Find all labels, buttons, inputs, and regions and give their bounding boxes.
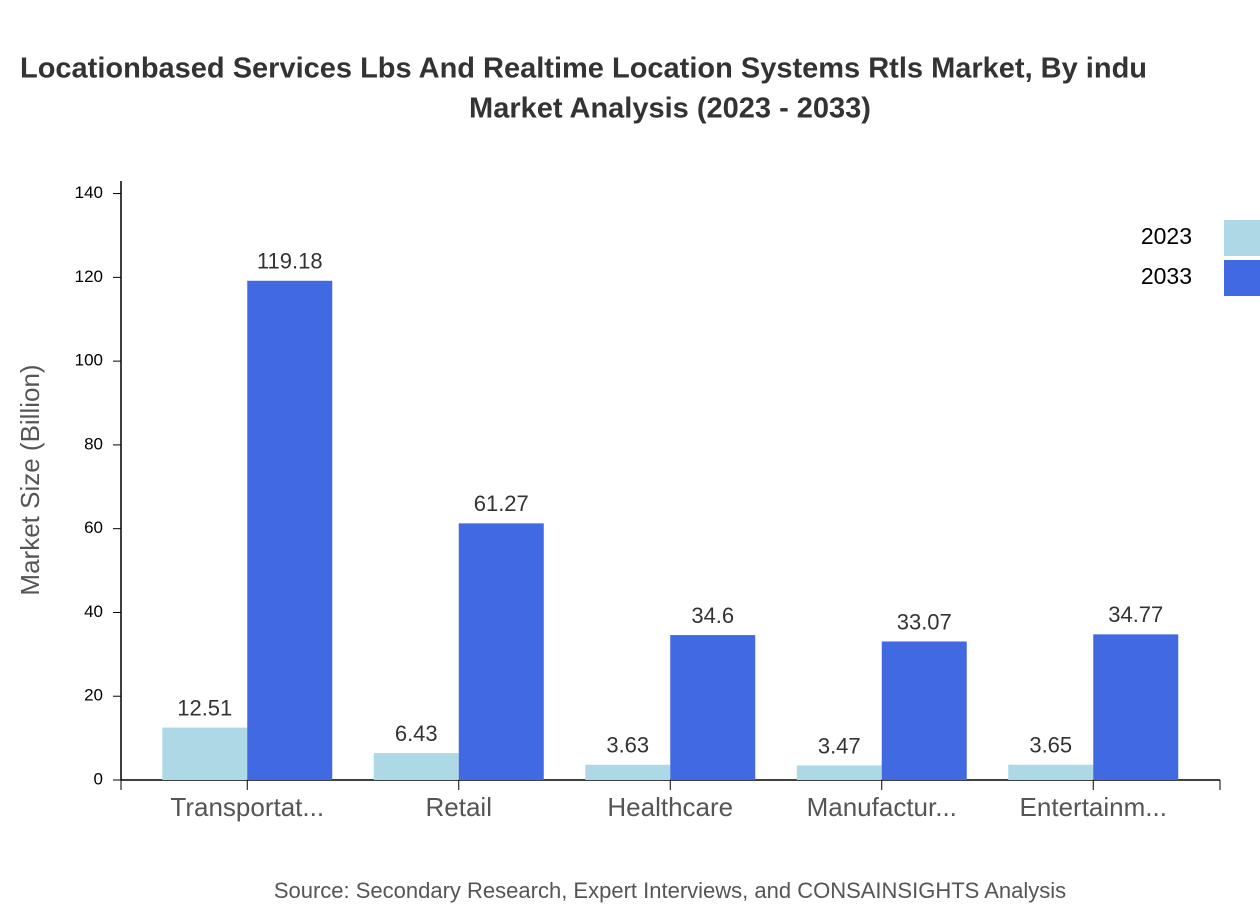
y-tick-label: 80: [84, 434, 103, 453]
y-tick-label: 140: [75, 183, 103, 202]
value-label: 34.6: [691, 603, 734, 628]
y-tick-label: 0: [94, 769, 103, 788]
legend-swatch: [1224, 220, 1260, 256]
y-tick-label: 100: [75, 351, 103, 370]
bar: [881, 641, 967, 780]
source-note: Source: Secondary Research, Expert Inter…: [274, 878, 1066, 903]
legend-label: 2023: [1141, 223, 1192, 249]
bar: [1093, 634, 1179, 780]
bar: [585, 764, 671, 780]
chart-title: Locationbased Services Lbs And Realtime …: [20, 53, 1147, 85]
chart-title: Market Analysis (2023 - 2033): [469, 93, 871, 125]
legend-label: 2033: [1141, 263, 1192, 289]
value-label: 119.18: [257, 249, 323, 274]
bar: [1008, 764, 1094, 780]
y-tick-label: 40: [84, 602, 103, 621]
value-label: 33.07: [897, 609, 952, 634]
bar: [373, 753, 459, 780]
y-tick-label: 120: [75, 267, 103, 286]
x-tick-label: Manufactur...: [807, 792, 957, 822]
y-tick-label: 60: [84, 518, 103, 537]
value-label: 34.77: [1108, 602, 1163, 627]
bar: [670, 635, 756, 780]
legend-swatch: [1224, 260, 1260, 296]
value-label: 6.43: [395, 721, 438, 746]
y-tick-label: 20: [84, 686, 103, 705]
y-axis-label: Market Size (Billion): [15, 364, 45, 595]
value-label: 3.63: [606, 733, 649, 758]
x-tick-label: Transportat...: [170, 792, 324, 822]
bar: [458, 523, 544, 780]
value-label: 12.51: [177, 695, 232, 720]
bar: [162, 727, 248, 780]
x-tick-label: Entertainm...: [1020, 792, 1167, 822]
value-label: 3.47: [818, 733, 861, 758]
bar: [796, 765, 882, 780]
x-tick-label: Retail: [426, 792, 492, 822]
value-label: 61.27: [474, 491, 529, 516]
bar: [247, 280, 333, 780]
value-label: 3.65: [1029, 733, 1072, 758]
x-tick-label: Healthcare: [607, 792, 733, 822]
